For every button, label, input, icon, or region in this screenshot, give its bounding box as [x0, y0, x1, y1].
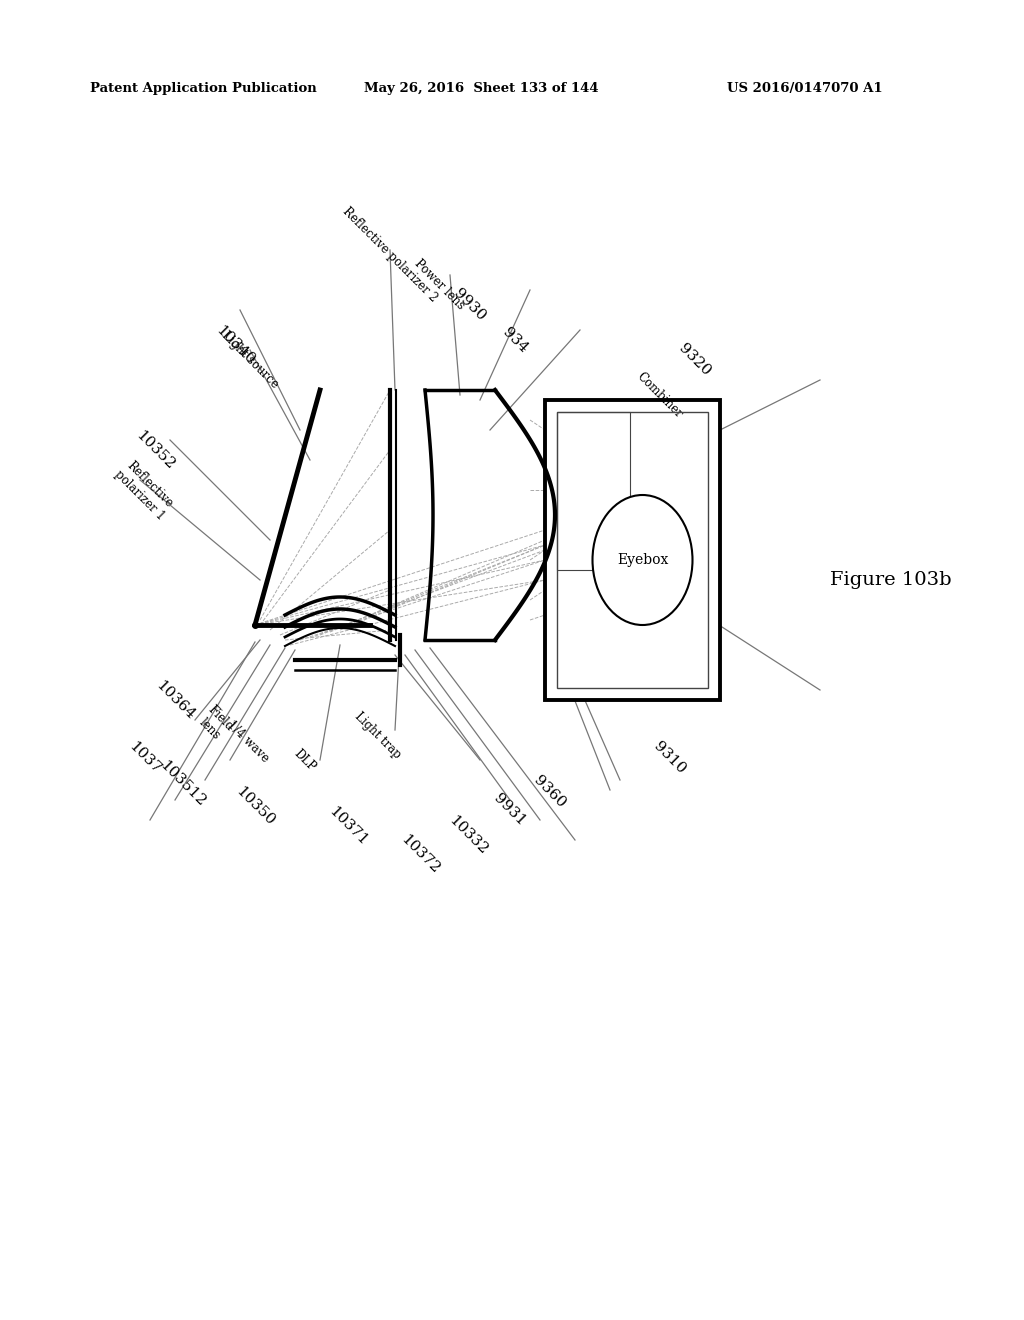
- Text: US 2016/0147070 A1: US 2016/0147070 A1: [727, 82, 883, 95]
- Text: Figure 103b: Figure 103b: [830, 572, 951, 589]
- Bar: [545, 400, 720, 700]
- Text: May 26, 2016  Sheet 133 of 144: May 26, 2016 Sheet 133 of 144: [364, 82, 598, 95]
- Text: Eyebox: Eyebox: [616, 553, 669, 568]
- Text: 10364: 10364: [153, 678, 198, 722]
- Text: 10332: 10332: [445, 813, 490, 857]
- Text: 1/4 wave: 1/4 wave: [224, 718, 271, 766]
- Text: Light source: Light source: [219, 329, 281, 391]
- Text: 1037: 1037: [126, 739, 164, 776]
- Text: 10371: 10371: [326, 804, 370, 847]
- Text: 10372: 10372: [398, 832, 442, 876]
- Text: DLP: DLP: [292, 747, 318, 774]
- Text: Light trap: Light trap: [352, 710, 403, 762]
- Text: 9320: 9320: [676, 342, 714, 379]
- Bar: [557, 412, 630, 570]
- Text: 10350: 10350: [232, 784, 278, 828]
- Text: Field
lens: Field lens: [195, 704, 236, 744]
- Text: 9931: 9931: [492, 791, 528, 829]
- Text: Reflective polarizer 2: Reflective polarizer 2: [340, 205, 440, 305]
- Text: Power lens: Power lens: [413, 257, 468, 313]
- Text: 10340: 10340: [213, 323, 257, 367]
- Ellipse shape: [593, 495, 692, 624]
- Text: Reflective
polarizer 1: Reflective polarizer 1: [113, 457, 178, 523]
- Text: Patent Application Publication: Patent Application Publication: [90, 82, 316, 95]
- Text: Combiner: Combiner: [635, 370, 685, 420]
- Text: 934: 934: [500, 325, 530, 355]
- Text: 9360: 9360: [531, 774, 568, 810]
- Text: 10352: 10352: [133, 428, 177, 473]
- Bar: [557, 412, 708, 688]
- Text: 9310: 9310: [651, 739, 689, 776]
- Text: 103512: 103512: [158, 759, 209, 809]
- Text: 9930: 9930: [452, 286, 488, 323]
